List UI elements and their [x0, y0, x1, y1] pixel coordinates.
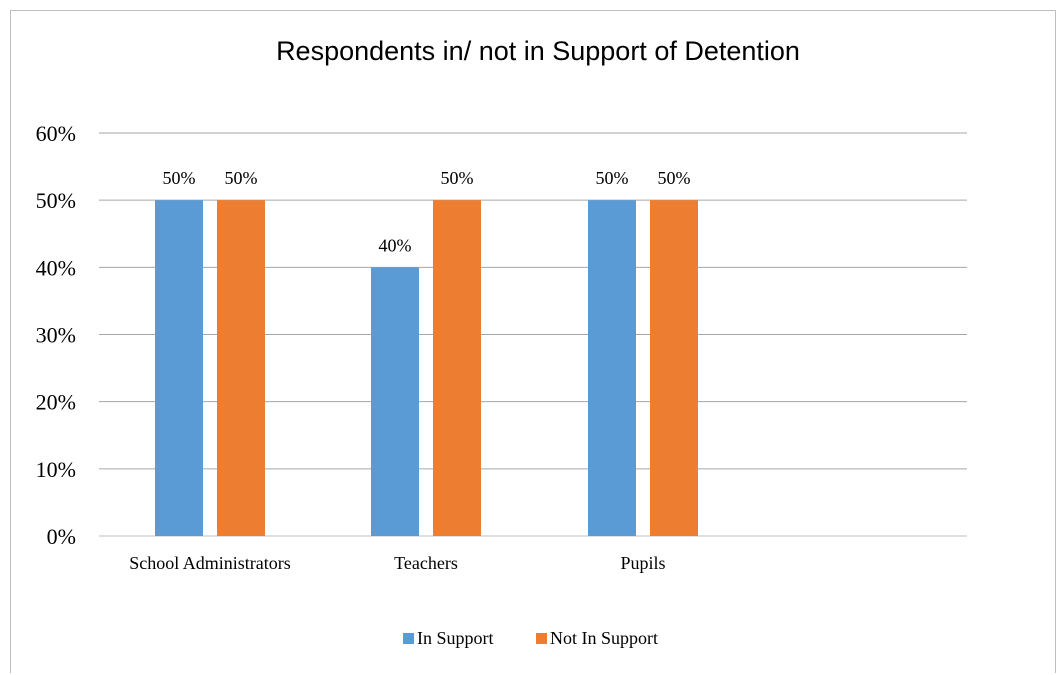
legend-label: Not In Support [550, 628, 658, 648]
bar [650, 200, 698, 536]
data-label: 50% [225, 168, 258, 188]
bar [433, 200, 481, 536]
chart-frame [10, 10, 1056, 673]
x-axis-category-labels: School Administrators Teachers Pupils [129, 553, 665, 573]
data-label: 50% [658, 168, 691, 188]
x-category-label: Teachers [394, 553, 458, 573]
y-tick-label: 40% [36, 255, 76, 280]
x-category-label: Pupils [620, 553, 665, 573]
y-tick-label: 60% [36, 121, 76, 146]
data-labels: 50% 50% 40% 50% 50% 50% [163, 168, 691, 255]
legend-swatch [403, 633, 414, 644]
legend: In Support Not In Support [403, 628, 658, 648]
bar [371, 267, 419, 536]
data-label: 40% [379, 235, 412, 255]
data-label: 50% [596, 168, 629, 188]
legend-swatch [536, 633, 547, 644]
data-label: 50% [163, 168, 196, 188]
data-label: 50% [441, 168, 474, 188]
bar [217, 200, 265, 536]
x-category-label: School Administrators [129, 553, 291, 573]
chart-title: Respondents in/ not in Support of Detent… [276, 36, 800, 66]
y-tick-label: 30% [36, 323, 76, 348]
y-axis-tick-labels: 0% 10% 20% 30% 40% 50% 60% [36, 121, 76, 549]
legend-label: In Support [417, 628, 494, 648]
bar [155, 200, 203, 536]
bars [155, 200, 698, 536]
y-tick-label: 0% [47, 524, 76, 549]
y-tick-label: 50% [36, 188, 76, 213]
y-tick-label: 10% [36, 457, 76, 482]
y-tick-label: 20% [36, 390, 76, 415]
bar [588, 200, 636, 536]
